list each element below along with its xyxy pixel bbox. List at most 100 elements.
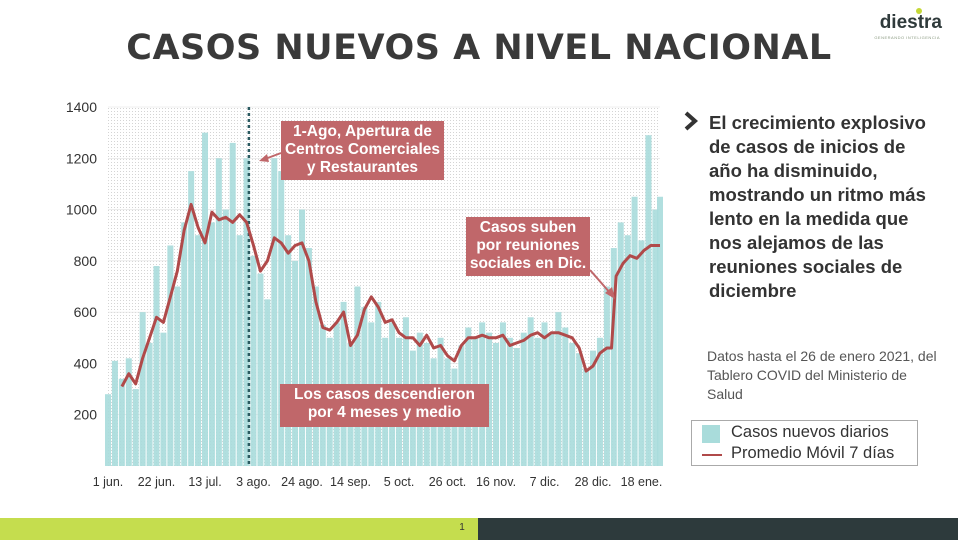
x-tick-label: 3 ago. (236, 475, 271, 489)
bar (208, 222, 215, 466)
bar (118, 378, 125, 466)
bar (520, 332, 527, 466)
bar (111, 360, 118, 466)
legend-swatch-bars (702, 425, 720, 443)
bar (229, 142, 236, 466)
bar (541, 322, 548, 466)
bar (125, 358, 132, 466)
bar (583, 368, 590, 466)
bar (202, 132, 209, 466)
x-tick-label: 26 oct. (429, 475, 467, 489)
chevron-right-icon (684, 111, 699, 131)
y-tick-label: 1400 (66, 99, 97, 115)
bar (181, 222, 188, 466)
bar (195, 235, 202, 466)
x-tick-label: 28 dic. (575, 475, 612, 489)
callout-dec-rise: Casos suben por reuniones sociales en Di… (466, 217, 590, 276)
callout-arrow-dec (589, 269, 612, 295)
bar (569, 342, 576, 466)
bar (104, 394, 112, 466)
x-tick-label: 14 sep. (330, 475, 371, 489)
side-headline: El crecimiento explosivo de casos de ini… (709, 112, 926, 301)
y-tick-label: 800 (74, 253, 98, 269)
bar (603, 286, 610, 466)
legend-swatch-line (702, 454, 722, 456)
x-tick-label: 16 nov. (476, 475, 516, 489)
bar (167, 245, 174, 466)
x-tick-label: 24 ago. (281, 475, 323, 489)
x-tick-label: 1 jun. (93, 475, 124, 489)
callout-decline: Los casos descendieron por 4 meses y med… (280, 384, 489, 427)
bar (312, 286, 319, 466)
legend-label-bars: Casos nuevos diarios (731, 423, 889, 441)
y-tick-label: 200 (74, 407, 98, 423)
x-axis-ticks: 1 jun. 22 jun. 13 jul. 3 ago. 24 ago. 14 sep.… (93, 475, 663, 489)
data-source-note: Datos hasta el 26 de enero 2021, del Tab… (707, 348, 937, 402)
bar (656, 196, 664, 466)
bar (375, 301, 382, 466)
bar (590, 350, 597, 466)
legend-label-line: Promedio Móvil 7 días (731, 444, 895, 462)
bar (562, 327, 569, 466)
bar (174, 286, 181, 466)
bar (624, 235, 631, 466)
bar (610, 248, 617, 466)
bar (160, 332, 167, 466)
x-tick-label: 5 oct. (384, 475, 415, 489)
logo-text: diestra (879, 12, 942, 33)
bar (548, 332, 555, 466)
callout-arrowhead-dec (605, 287, 615, 299)
x-tick-label: 13 jul. (188, 475, 221, 489)
y-tick-label: 1000 (66, 202, 97, 218)
bar (617, 222, 624, 466)
bar (243, 158, 250, 467)
bar (645, 135, 652, 466)
footer-bar-left (0, 518, 478, 540)
bar (188, 171, 195, 466)
bar (340, 301, 347, 466)
x-tick-label: 7 dic. (530, 475, 560, 489)
x-tick-label: 22 jun. (138, 475, 176, 489)
bar (576, 353, 583, 466)
bar (215, 158, 222, 467)
bar (493, 342, 500, 466)
bar (250, 255, 257, 466)
page-title: CASOS NUEVOS A NIVEL NACIONAL (126, 28, 832, 68)
page-number: 1 (459, 522, 465, 533)
y-tick-label: 400 (74, 355, 98, 371)
bar (499, 322, 506, 466)
bar (257, 273, 264, 466)
bar (596, 337, 603, 466)
bar (222, 209, 229, 467)
bar (153, 265, 160, 466)
bar (555, 312, 562, 466)
bar (139, 312, 146, 466)
callout-aug-opening: 1-Ago, Apertura de Centros Comerciales y… (281, 121, 444, 180)
y-tick-label: 1200 (66, 150, 97, 166)
bar (305, 248, 312, 466)
bar (486, 332, 493, 466)
bar (299, 209, 306, 467)
y-tick-label: 600 (74, 304, 98, 320)
bar (278, 171, 285, 466)
bar (285, 235, 292, 466)
bar (652, 209, 659, 467)
callout-decline-line-1: Los casos descendieron (294, 386, 475, 403)
bar (132, 389, 139, 466)
bar (292, 260, 299, 466)
bar (146, 342, 153, 466)
footer-bar-right (478, 518, 958, 540)
bar (264, 299, 271, 466)
x-tick-label: 18 ene. (621, 475, 663, 489)
callout-aug-line-1: 1-Ago, Apertura de (293, 123, 432, 140)
callout-aug-line-2: Centros Comerciales (284, 141, 441, 158)
legend: Casos nuevos diarios Promedio Móvil 7 dí… (691, 420, 918, 466)
callout-decline-line-2: por 4 meses y medio (307, 404, 462, 421)
bar (271, 158, 278, 467)
callout-dec-line-3: sociales en Dic. (469, 255, 587, 272)
bar (506, 337, 513, 466)
bar (527, 317, 534, 466)
callout-dec-line-1: Casos suben (479, 219, 577, 236)
bar (354, 286, 361, 466)
bar (631, 196, 638, 466)
